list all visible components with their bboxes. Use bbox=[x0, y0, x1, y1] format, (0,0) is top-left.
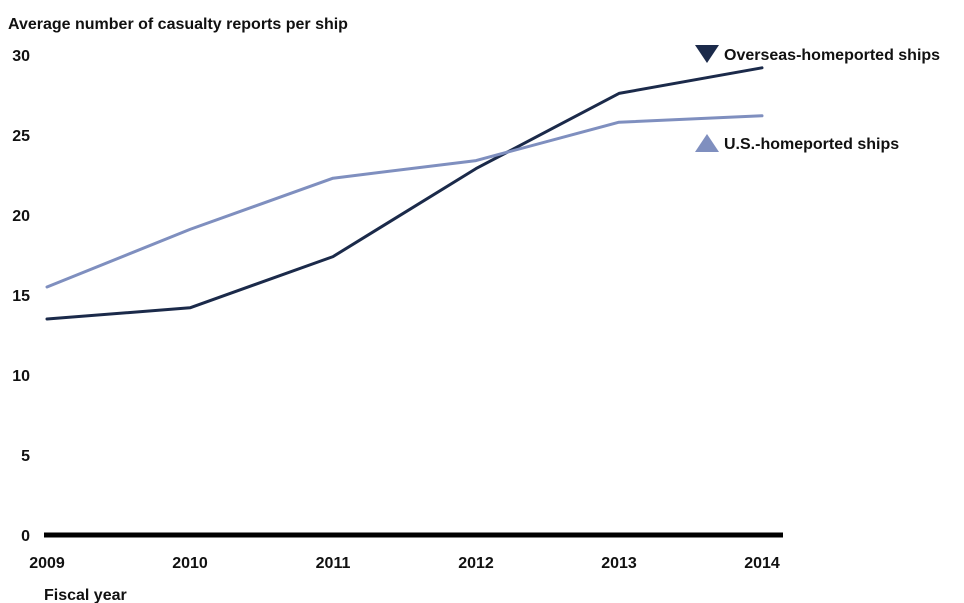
y-tick-label: 30 bbox=[12, 48, 30, 65]
x-tick-label: 2012 bbox=[458, 555, 494, 572]
legend-label-1: U.S.-homeported ships bbox=[724, 136, 899, 153]
y-axis-ticks: 0 5 10 15 20 25 30 bbox=[12, 48, 30, 545]
y-tick-label: 25 bbox=[12, 128, 30, 145]
x-axis-ticks: 2009 2010 2011 2012 2013 2014 bbox=[29, 555, 780, 572]
x-axis-label: Fiscal year bbox=[44, 587, 127, 603]
y-tick-label: 15 bbox=[12, 288, 30, 305]
series-lines bbox=[45, 66, 764, 321]
legend-marker-0 bbox=[695, 45, 719, 63]
y-tick-label: 5 bbox=[21, 448, 30, 465]
x-tick-label: 2013 bbox=[601, 555, 637, 572]
x-tick-label: 2010 bbox=[172, 555, 208, 572]
y-tick-label: 10 bbox=[12, 368, 30, 385]
series-line-0 bbox=[45, 66, 764, 321]
x-tick-label: 2011 bbox=[316, 555, 351, 572]
legend-marker-1 bbox=[695, 134, 719, 152]
x-tick-label: 2009 bbox=[29, 555, 65, 572]
legend: Overseas-homeported ships U.S.-homeported… bbox=[695, 45, 940, 153]
chart-title: Average number of casualty reports per s… bbox=[8, 16, 348, 33]
legend-label-0: Overseas-homeported ships bbox=[724, 47, 940, 64]
y-tick-label: 0 bbox=[21, 528, 30, 545]
y-tick-label: 20 bbox=[12, 208, 30, 225]
x-tick-label: 2014 bbox=[744, 555, 780, 572]
series-line-1 bbox=[45, 114, 764, 289]
